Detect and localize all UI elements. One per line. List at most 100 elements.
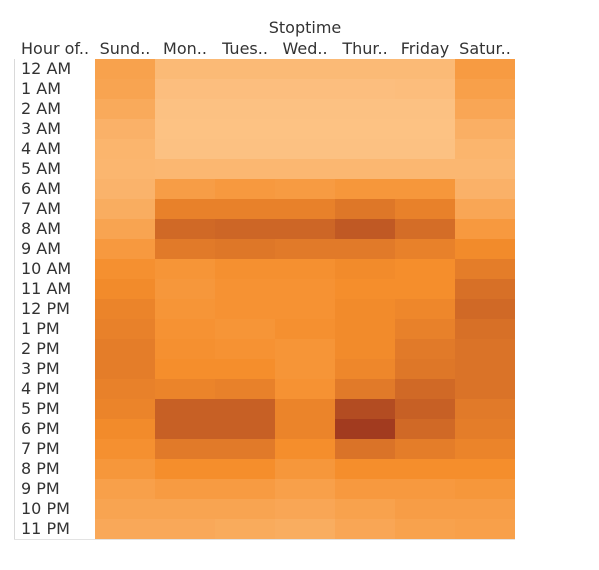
heatmap-cell[interactable] <box>95 79 155 99</box>
heatmap-cell[interactable] <box>455 379 515 399</box>
heatmap-cell[interactable] <box>155 359 215 379</box>
heatmap-cell[interactable] <box>155 479 215 499</box>
heatmap-cell[interactable] <box>155 339 215 359</box>
heatmap-cell[interactable] <box>335 179 395 199</box>
heatmap-cell[interactable] <box>95 199 155 219</box>
heatmap-cell[interactable] <box>155 219 215 239</box>
heatmap-cell[interactable] <box>455 359 515 379</box>
heatmap-cell[interactable] <box>155 199 215 219</box>
heatmap-cell[interactable] <box>215 319 275 339</box>
heatmap-cell[interactable] <box>395 339 455 359</box>
heatmap-cell[interactable] <box>335 339 395 359</box>
heatmap-cell[interactable] <box>215 199 275 219</box>
heatmap-cell[interactable] <box>95 179 155 199</box>
heatmap-cell[interactable] <box>335 119 395 139</box>
heatmap-cell[interactable] <box>335 439 395 459</box>
heatmap-cell[interactable] <box>215 239 275 259</box>
heatmap-cell[interactable] <box>155 159 215 179</box>
heatmap-cell[interactable] <box>215 59 275 79</box>
heatmap-cell[interactable] <box>275 399 335 419</box>
heatmap-cell[interactable] <box>155 259 215 279</box>
heatmap-cell[interactable] <box>455 499 515 519</box>
heatmap-cell[interactable] <box>455 459 515 479</box>
heatmap-cell[interactable] <box>395 379 455 399</box>
heatmap-cell[interactable] <box>335 139 395 159</box>
heatmap-cell[interactable] <box>155 299 215 319</box>
heatmap-cell[interactable] <box>395 219 455 239</box>
heatmap-cell[interactable] <box>215 139 275 159</box>
heatmap-cell[interactable] <box>335 159 395 179</box>
heatmap-cell[interactable] <box>335 359 395 379</box>
heatmap-cell[interactable] <box>215 299 275 319</box>
heatmap-cell[interactable] <box>275 259 335 279</box>
heatmap-cell[interactable] <box>335 499 395 519</box>
heatmap-cell[interactable] <box>275 179 335 199</box>
heatmap-cell[interactable] <box>395 359 455 379</box>
heatmap-cell[interactable] <box>395 419 455 439</box>
heatmap-cell[interactable] <box>335 399 395 419</box>
heatmap-cell[interactable] <box>155 139 215 159</box>
heatmap-cell[interactable] <box>275 419 335 439</box>
heatmap-cell[interactable] <box>155 179 215 199</box>
heatmap-cell[interactable] <box>215 79 275 99</box>
heatmap-cell[interactable] <box>275 79 335 99</box>
heatmap-cell[interactable] <box>395 439 455 459</box>
heatmap-cell[interactable] <box>395 159 455 179</box>
heatmap-cell[interactable] <box>215 459 275 479</box>
heatmap-cell[interactable] <box>215 159 275 179</box>
heatmap-cell[interactable] <box>95 399 155 419</box>
heatmap-cell[interactable] <box>335 79 395 99</box>
heatmap-cell[interactable] <box>155 319 215 339</box>
heatmap-cell[interactable] <box>275 439 335 459</box>
heatmap-cell[interactable] <box>395 399 455 419</box>
heatmap-cell[interactable] <box>155 99 215 119</box>
heatmap-cell[interactable] <box>395 299 455 319</box>
heatmap-cell[interactable] <box>335 279 395 299</box>
heatmap-cell[interactable] <box>275 119 335 139</box>
heatmap-cell[interactable] <box>275 499 335 519</box>
heatmap-cell[interactable] <box>335 319 395 339</box>
heatmap-cell[interactable] <box>275 139 335 159</box>
heatmap-cell[interactable] <box>455 439 515 459</box>
heatmap-cell[interactable] <box>275 219 335 239</box>
heatmap-cell[interactable] <box>95 419 155 439</box>
heatmap-cell[interactable] <box>395 499 455 519</box>
heatmap-cell[interactable] <box>395 319 455 339</box>
heatmap-cell[interactable] <box>455 99 515 119</box>
heatmap-cell[interactable] <box>95 59 155 79</box>
heatmap-cell[interactable] <box>215 279 275 299</box>
heatmap-cell[interactable] <box>275 59 335 79</box>
heatmap-cell[interactable] <box>95 139 155 159</box>
heatmap-cell[interactable] <box>95 319 155 339</box>
heatmap-cell[interactable] <box>155 439 215 459</box>
heatmap-cell[interactable] <box>155 499 215 519</box>
heatmap-cell[interactable] <box>215 479 275 499</box>
heatmap-cell[interactable] <box>155 399 215 419</box>
heatmap-cell[interactable] <box>215 379 275 399</box>
heatmap-cell[interactable] <box>95 519 155 539</box>
heatmap-cell[interactable] <box>95 439 155 459</box>
heatmap-cell[interactable] <box>335 259 395 279</box>
heatmap-cell[interactable] <box>335 219 395 239</box>
heatmap-cell[interactable] <box>155 59 215 79</box>
heatmap-cell[interactable] <box>455 479 515 499</box>
heatmap-cell[interactable] <box>335 239 395 259</box>
heatmap-cell[interactable] <box>335 419 395 439</box>
heatmap-cell[interactable] <box>455 119 515 139</box>
heatmap-cell[interactable] <box>95 459 155 479</box>
heatmap-cell[interactable] <box>215 219 275 239</box>
heatmap-cell[interactable] <box>95 239 155 259</box>
heatmap-cell[interactable] <box>455 519 515 539</box>
heatmap-cell[interactable] <box>215 499 275 519</box>
heatmap-cell[interactable] <box>275 299 335 319</box>
heatmap-cell[interactable] <box>275 279 335 299</box>
heatmap-cell[interactable] <box>155 519 215 539</box>
heatmap-cell[interactable] <box>275 359 335 379</box>
heatmap-cell[interactable] <box>95 119 155 139</box>
heatmap-cell[interactable] <box>215 119 275 139</box>
heatmap-cell[interactable] <box>95 379 155 399</box>
heatmap-cell[interactable] <box>275 339 335 359</box>
heatmap-cell[interactable] <box>395 259 455 279</box>
heatmap-cell[interactable] <box>335 379 395 399</box>
heatmap-cell[interactable] <box>455 399 515 419</box>
